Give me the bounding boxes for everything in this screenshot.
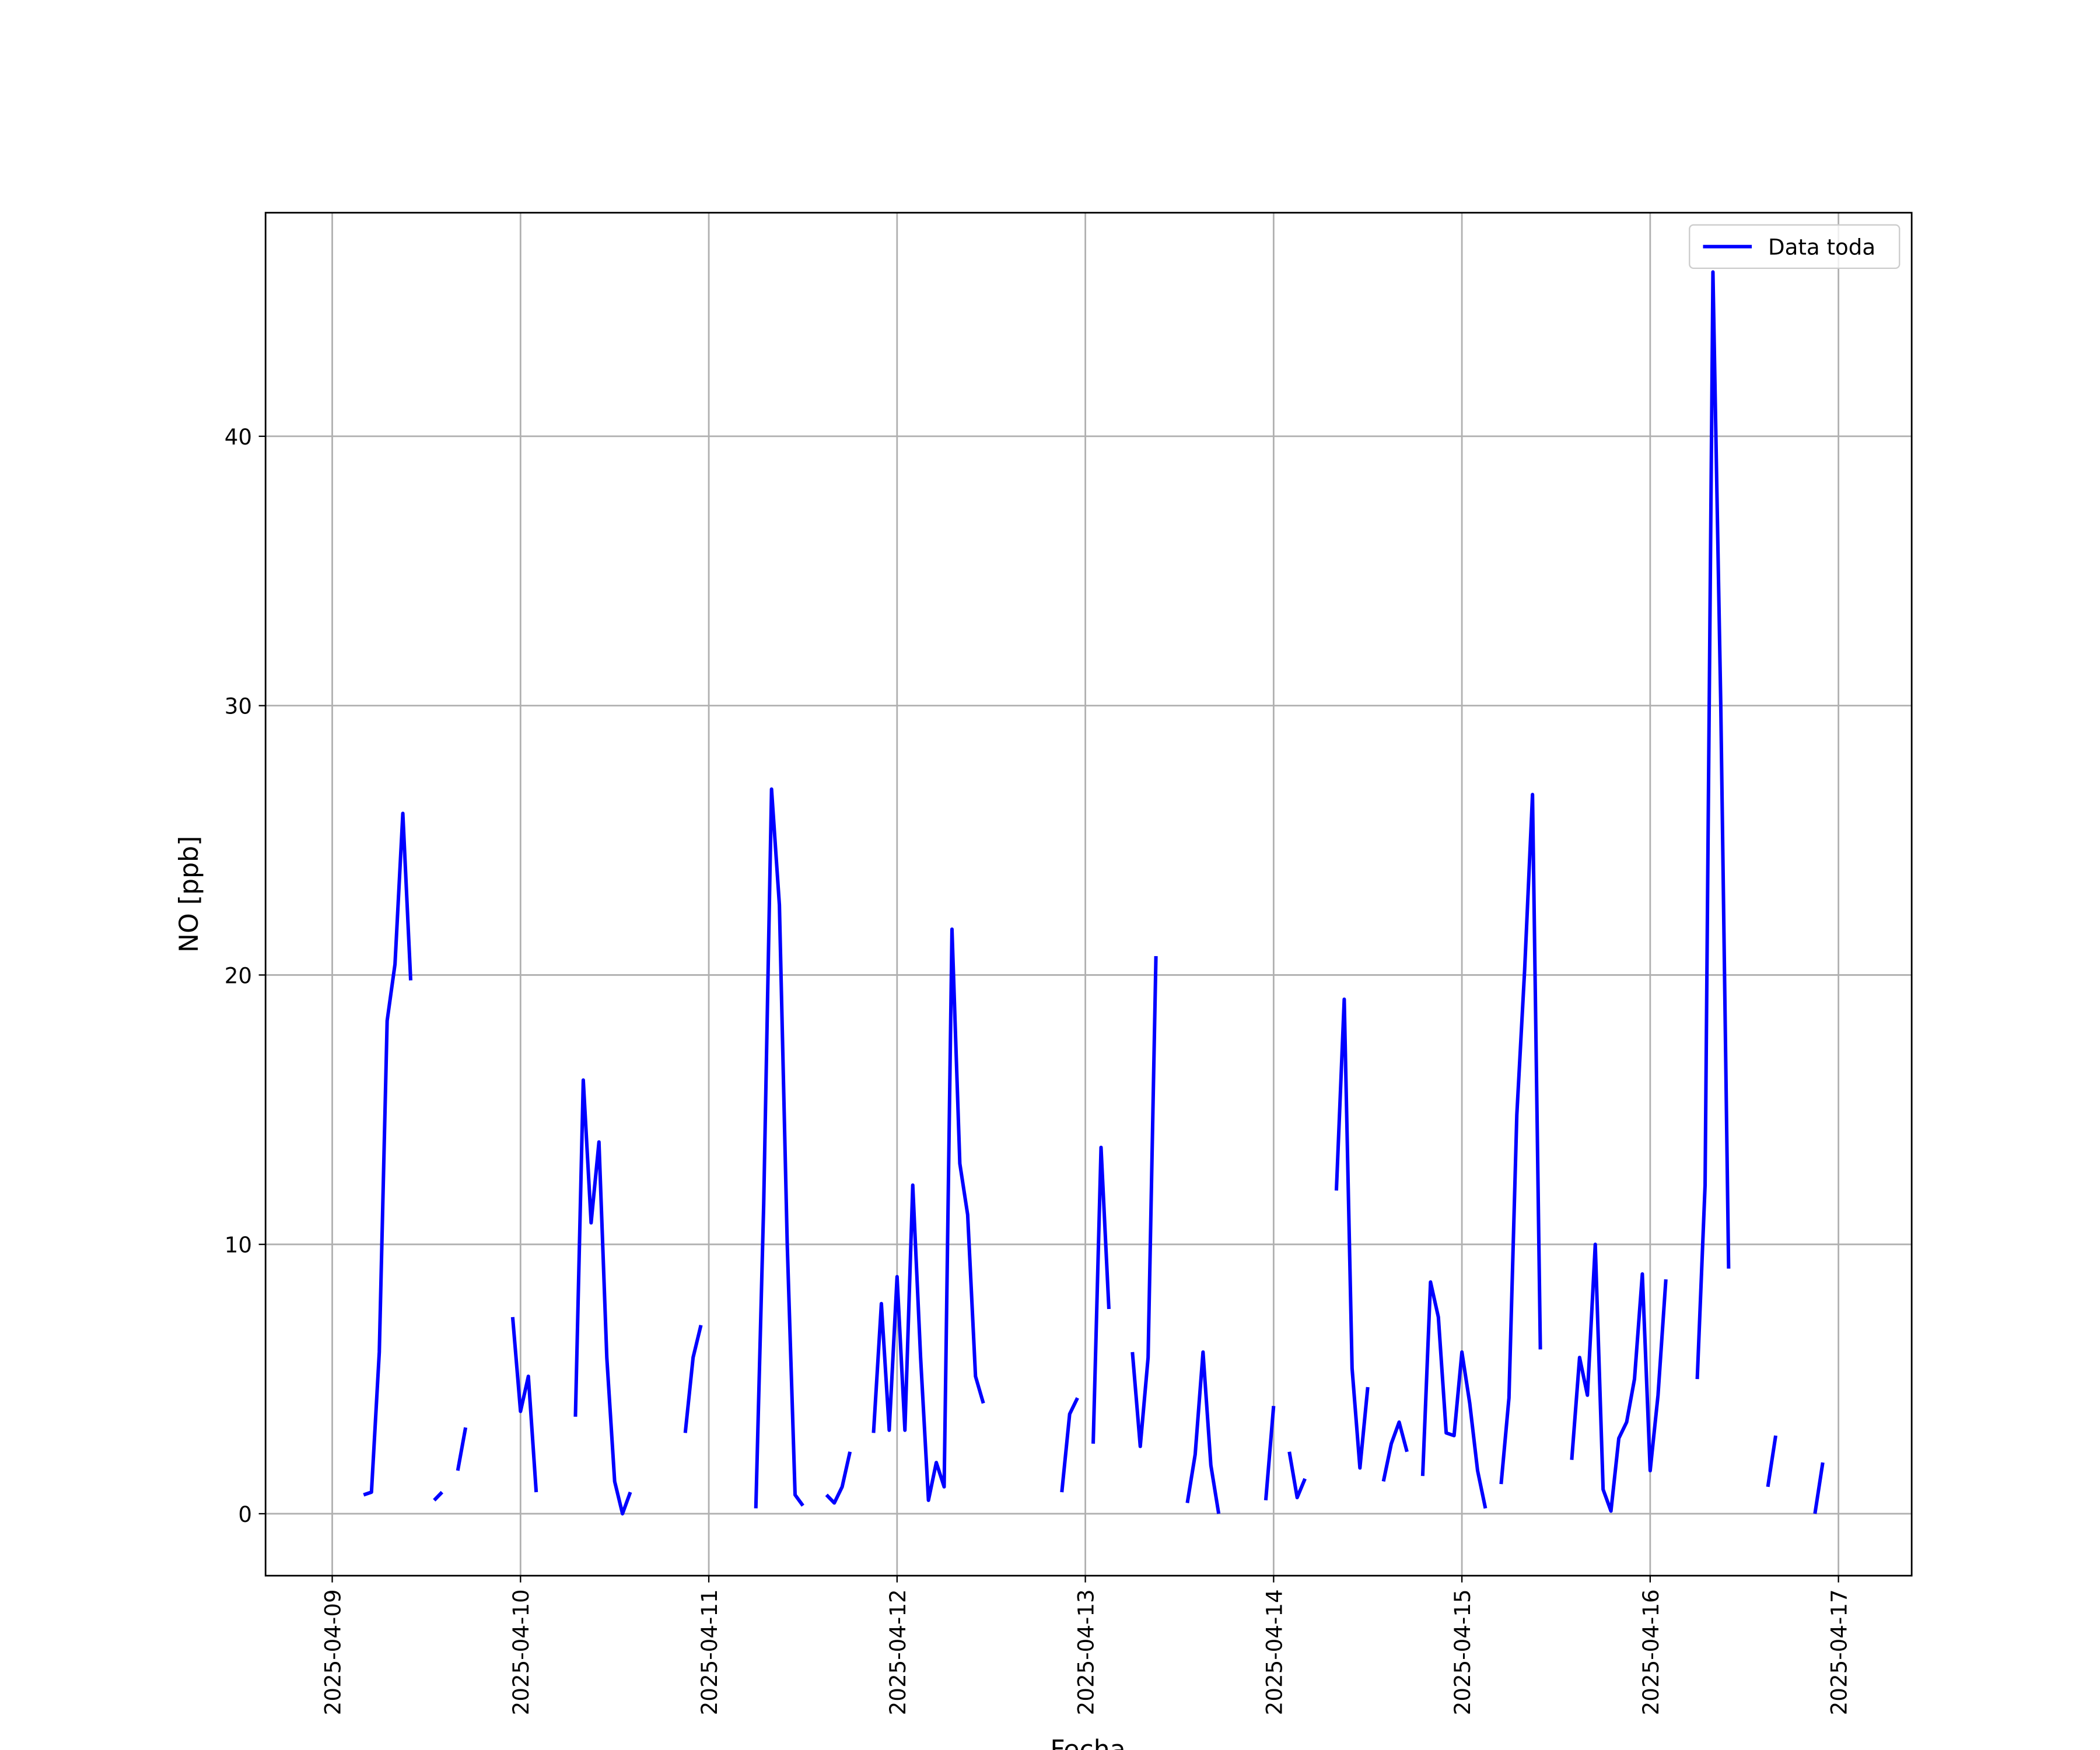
x-tick-label: 2025-04-09 (320, 1589, 345, 1715)
grid (265, 212, 1912, 1576)
x-tick-label: 2025-04-17 (1827, 1589, 1852, 1715)
x-tick-label: 2025-04-16 (1639, 1589, 1664, 1715)
y-tick-label: 0 (238, 1502, 252, 1527)
y-axis-label: NO [ppb] (174, 836, 204, 953)
y-tick-label: 30 (225, 694, 252, 719)
ticks: 0 10 20 30 40 2025-04-09 2025-04-10 2025-04-11 2… (225, 425, 1852, 1715)
data-line (363, 270, 1825, 1516)
plot-area (363, 270, 1825, 1516)
x-tick-label: 2025-04-13 (1074, 1589, 1099, 1715)
x-tick-label: 2025-04-15 (1450, 1589, 1475, 1715)
y-tick-label: 10 (225, 1233, 252, 1258)
axes-frame (264, 212, 1913, 1577)
y-tick-label: 20 (225, 963, 252, 988)
x-tick-label: 2025-04-14 (1262, 1589, 1287, 1715)
y-tick-label: 40 (225, 425, 252, 450)
x-tick-label: 2025-04-11 (697, 1589, 722, 1715)
legend-box (1689, 224, 1901, 270)
x-axis-label: Fecha (1050, 1735, 1125, 1750)
legend-label: Data toda (1768, 235, 1875, 260)
x-tick-label: 2025-04-12 (886, 1589, 911, 1715)
x-tick-label: 2025-04-10 (509, 1589, 534, 1715)
legend: Data toda (1689, 224, 1901, 270)
